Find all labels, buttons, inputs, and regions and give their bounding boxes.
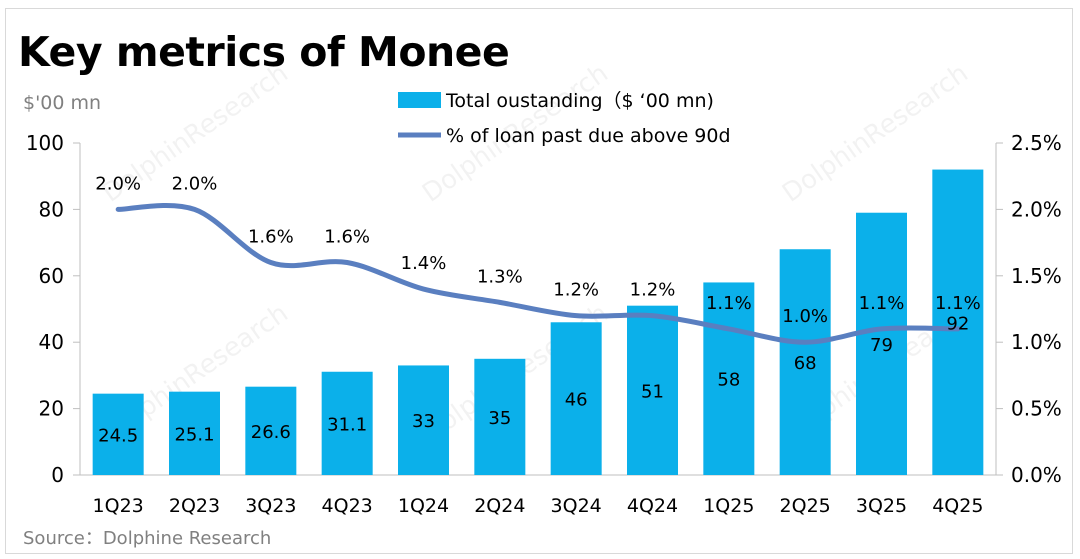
bar-value-label: 24.5 (98, 425, 138, 446)
bar-value-label: 68 (794, 353, 817, 374)
bar (932, 169, 984, 475)
bar-value-label: 26.6 (251, 422, 291, 443)
x-axis-tick-label: 4Q25 (932, 495, 983, 517)
x-axis-tick-label: 4Q23 (322, 495, 373, 517)
x-axis-tick-label: 3Q24 (551, 495, 602, 517)
axes-layer: 0 20 40 60 80 100 0.0% 0.5% 1.0% 1.5% 2.0% 2.5% 1Q23… (26, 131, 1062, 517)
bar-value-label: 35 (488, 408, 511, 429)
left-axis-tick-label: 40 (39, 330, 64, 354)
right-axis-tick-label: 0.0% (1011, 463, 1062, 487)
x-axis-tick-label: 3Q25 (856, 495, 907, 517)
watermark-layer: DolphinResearch DolphinResearch DolphinRes… (97, 58, 974, 448)
left-axis-tick-label: 20 (39, 397, 64, 421)
legend-label-bar: Total oustanding（$ ‘00 mn) (445, 90, 714, 112)
right-axis-tick-label: 1.0% (1011, 330, 1062, 354)
legend-label-line: % of loan past due above 90d (446, 125, 731, 147)
line-value-label: 1.1% (706, 293, 752, 314)
source-note: Source：Dolphine Research (23, 528, 272, 549)
left-axis-tick-label: 80 (39, 197, 64, 221)
series-line-past-due (115, 202, 961, 345)
bar (779, 249, 831, 475)
x-axis-tick-label: 2Q23 (169, 495, 220, 517)
bar-value-label: 31.1 (327, 414, 367, 435)
chart-frame (5, 8, 1073, 554)
bar (169, 391, 220, 475)
left-axis-unit-label: $'00 mn (23, 92, 102, 114)
left-axis-tick-label: 60 (39, 264, 64, 288)
line-value-label: 1.4% (401, 253, 447, 274)
right-axis-tick-label: 1.5% (1011, 264, 1062, 288)
bar-value-label: 25.1 (174, 424, 214, 445)
bar (703, 282, 755, 475)
line-value-label: 1.2% (553, 280, 599, 301)
legend: Total oustanding（$ ‘00 mn) % of loan past… (398, 90, 731, 147)
x-axis-tick-label: 2Q24 (474, 495, 525, 517)
bar-value-label: 51 (641, 381, 664, 402)
x-axis-tick-label: 2Q25 (780, 495, 831, 517)
left-axis-tick-label: 0 (51, 463, 64, 487)
bar-value-label: 92 (946, 314, 969, 335)
line-value-label: 1.6% (248, 227, 294, 248)
bar (245, 386, 297, 475)
labels-layer: 24.5 25.1 26.6 31.1 33 35 46 51 58 68 79 92 2.0% 2.0%… (95, 173, 980, 446)
bars-layer (92, 169, 984, 475)
x-axis-tick-label: 1Q24 (398, 495, 449, 517)
bar (398, 365, 449, 475)
x-axis-tick-label: 1Q25 (703, 495, 754, 517)
bar (92, 393, 144, 475)
bar (550, 322, 602, 475)
x-axis-tick-label: 4Q24 (627, 495, 678, 517)
left-axis-tick-label: 100 (26, 131, 64, 155)
x-axis-tick-label: 1Q23 (93, 495, 144, 517)
bar (474, 358, 526, 475)
line-value-label: 1.2% (630, 280, 676, 301)
line-value-label: 1.1% (935, 293, 981, 314)
bar (627, 305, 678, 475)
line-value-label: 1.3% (477, 266, 523, 287)
bar-value-label: 58 (717, 370, 740, 391)
legend-swatch-bar (398, 92, 441, 108)
chart-title: Key metrics of Monee (18, 28, 510, 76)
right-axis-tick-label: 2.0% (1011, 197, 1062, 221)
right-axis-tick-label: 0.5% (1011, 397, 1062, 421)
x-axis-tick-label: 3Q23 (245, 495, 296, 517)
right-axis-tick-label: 2.5% (1011, 131, 1062, 155)
bar-value-label: 33 (412, 411, 435, 432)
line-value-label: 2.0% (172, 173, 218, 194)
bar-value-label: 79 (870, 335, 893, 356)
bar (321, 371, 373, 475)
line-layer (115, 202, 961, 345)
line-value-label: 1.0% (782, 306, 828, 327)
bar (856, 212, 907, 475)
line-value-label: 1.1% (859, 293, 905, 314)
line-value-label: 1.6% (324, 227, 370, 248)
line-value-label: 2.0% (95, 173, 141, 194)
bar-value-label: 46 (565, 390, 588, 411)
